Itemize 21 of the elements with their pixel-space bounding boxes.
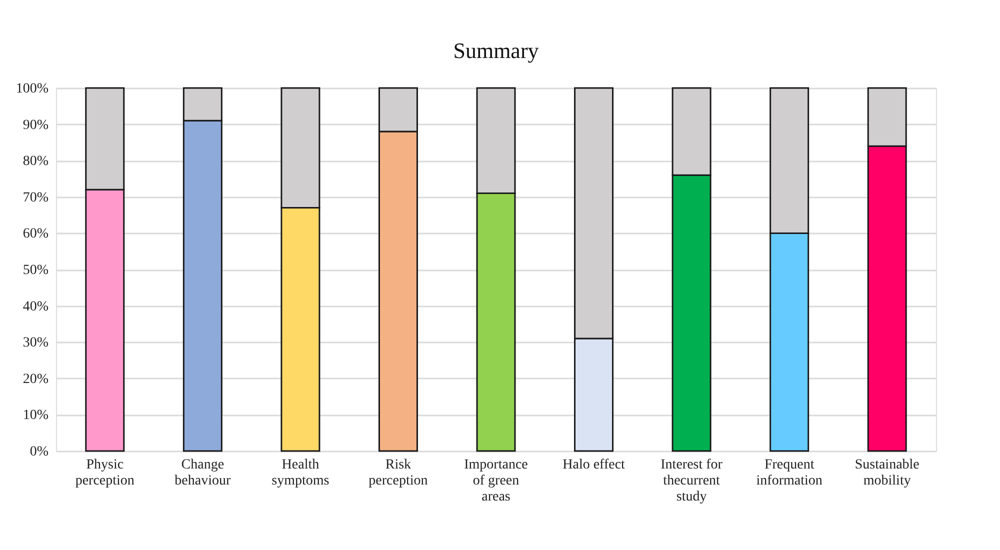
chart-title: Summary [453,38,539,63]
x-tick-label: Importance of green areas [464,458,528,504]
x-tick-label: Sustainable mobility [854,458,920,488]
y-tick-label: 60% [22,226,49,242]
y-tick-label: 90% [22,118,49,133]
y-tick-label: 70% [22,190,49,206]
x-tick-label: Health symptoms [272,458,330,488]
y-tick-label: 50% [22,263,49,278]
x-tick-label: Change behaviour [174,458,231,488]
y-tick-label: 10% [22,408,49,424]
y-tick-label: 40% [22,299,49,314]
x-tick-label: Frequent information [756,458,822,488]
x-tick-label: Risk perception [368,458,428,488]
y-tick-label: 20% [22,372,49,387]
x-tick-label: Interest for thecurrent study [660,458,723,504]
y-tick-label: 0% [30,444,49,460]
y-tick-label: 80% [22,154,49,170]
y-tick-label: 100% [16,82,49,96]
x-tick-label: Halo effect [562,458,626,472]
y-tick-label: 30% [22,336,49,351]
x-tick-label: Physic perception [75,458,134,488]
